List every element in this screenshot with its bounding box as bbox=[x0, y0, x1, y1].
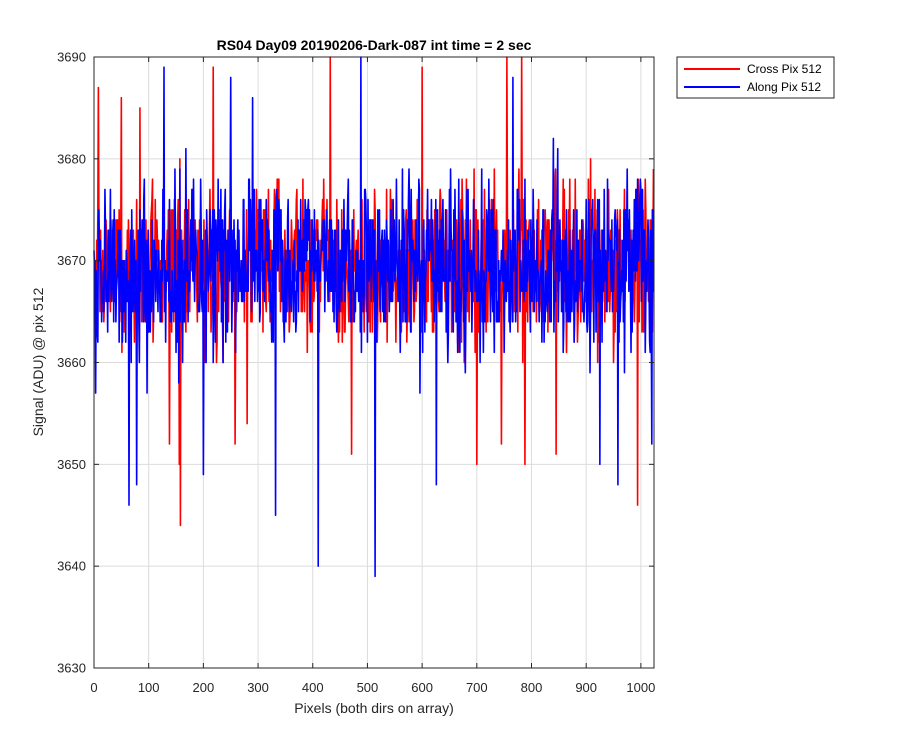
y-tick-label: 3680 bbox=[57, 151, 86, 166]
y-tick-label: 3670 bbox=[57, 253, 86, 268]
x-axis-label: Pixels (both dirs on array) bbox=[294, 700, 454, 716]
chart-title: RS04 Day09 20190206-Dark-087 int time = … bbox=[217, 37, 532, 53]
x-tick-label: 900 bbox=[575, 680, 597, 695]
x-tick-label: 800 bbox=[521, 680, 543, 695]
series-lines bbox=[93, 56, 655, 578]
x-tick-label: 0 bbox=[90, 680, 97, 695]
legend: Cross Pix 512 Along Pix 512 bbox=[676, 56, 835, 99]
y-axis-label: Signal (ADU) @ pix 512 bbox=[30, 287, 46, 436]
y-tick-labels: 3630 3640 3650 3660 3670 3680 3690 bbox=[57, 50, 86, 676]
legend-box bbox=[676, 56, 835, 99]
legend-label-cross-pix: Cross Pix 512 bbox=[747, 62, 822, 76]
axis-ticks bbox=[93, 56, 654, 669]
legend-label-along-pix: Along Pix 512 bbox=[747, 80, 821, 94]
series-line-along-pix bbox=[93, 56, 655, 578]
y-tick-label: 3640 bbox=[57, 559, 86, 574]
x-tick-label: 200 bbox=[193, 680, 215, 695]
y-tick-label: 3630 bbox=[57, 661, 86, 676]
y-tick-label: 3660 bbox=[57, 355, 86, 370]
y-tick-label: 3650 bbox=[57, 457, 86, 472]
x-tick-label: 1000 bbox=[626, 680, 655, 695]
x-tick-label: 600 bbox=[411, 680, 433, 695]
x-tick-label: 400 bbox=[302, 680, 324, 695]
y-tick-label: 3690 bbox=[57, 50, 86, 65]
x-tick-label: 500 bbox=[357, 680, 379, 695]
x-tick-label: 100 bbox=[138, 680, 160, 695]
x-tick-label: 300 bbox=[247, 680, 269, 695]
x-tick-labels: 0 100 200 300 400 500 600 700 800 900 1000 bbox=[90, 680, 655, 695]
x-tick-label: 700 bbox=[466, 680, 488, 695]
